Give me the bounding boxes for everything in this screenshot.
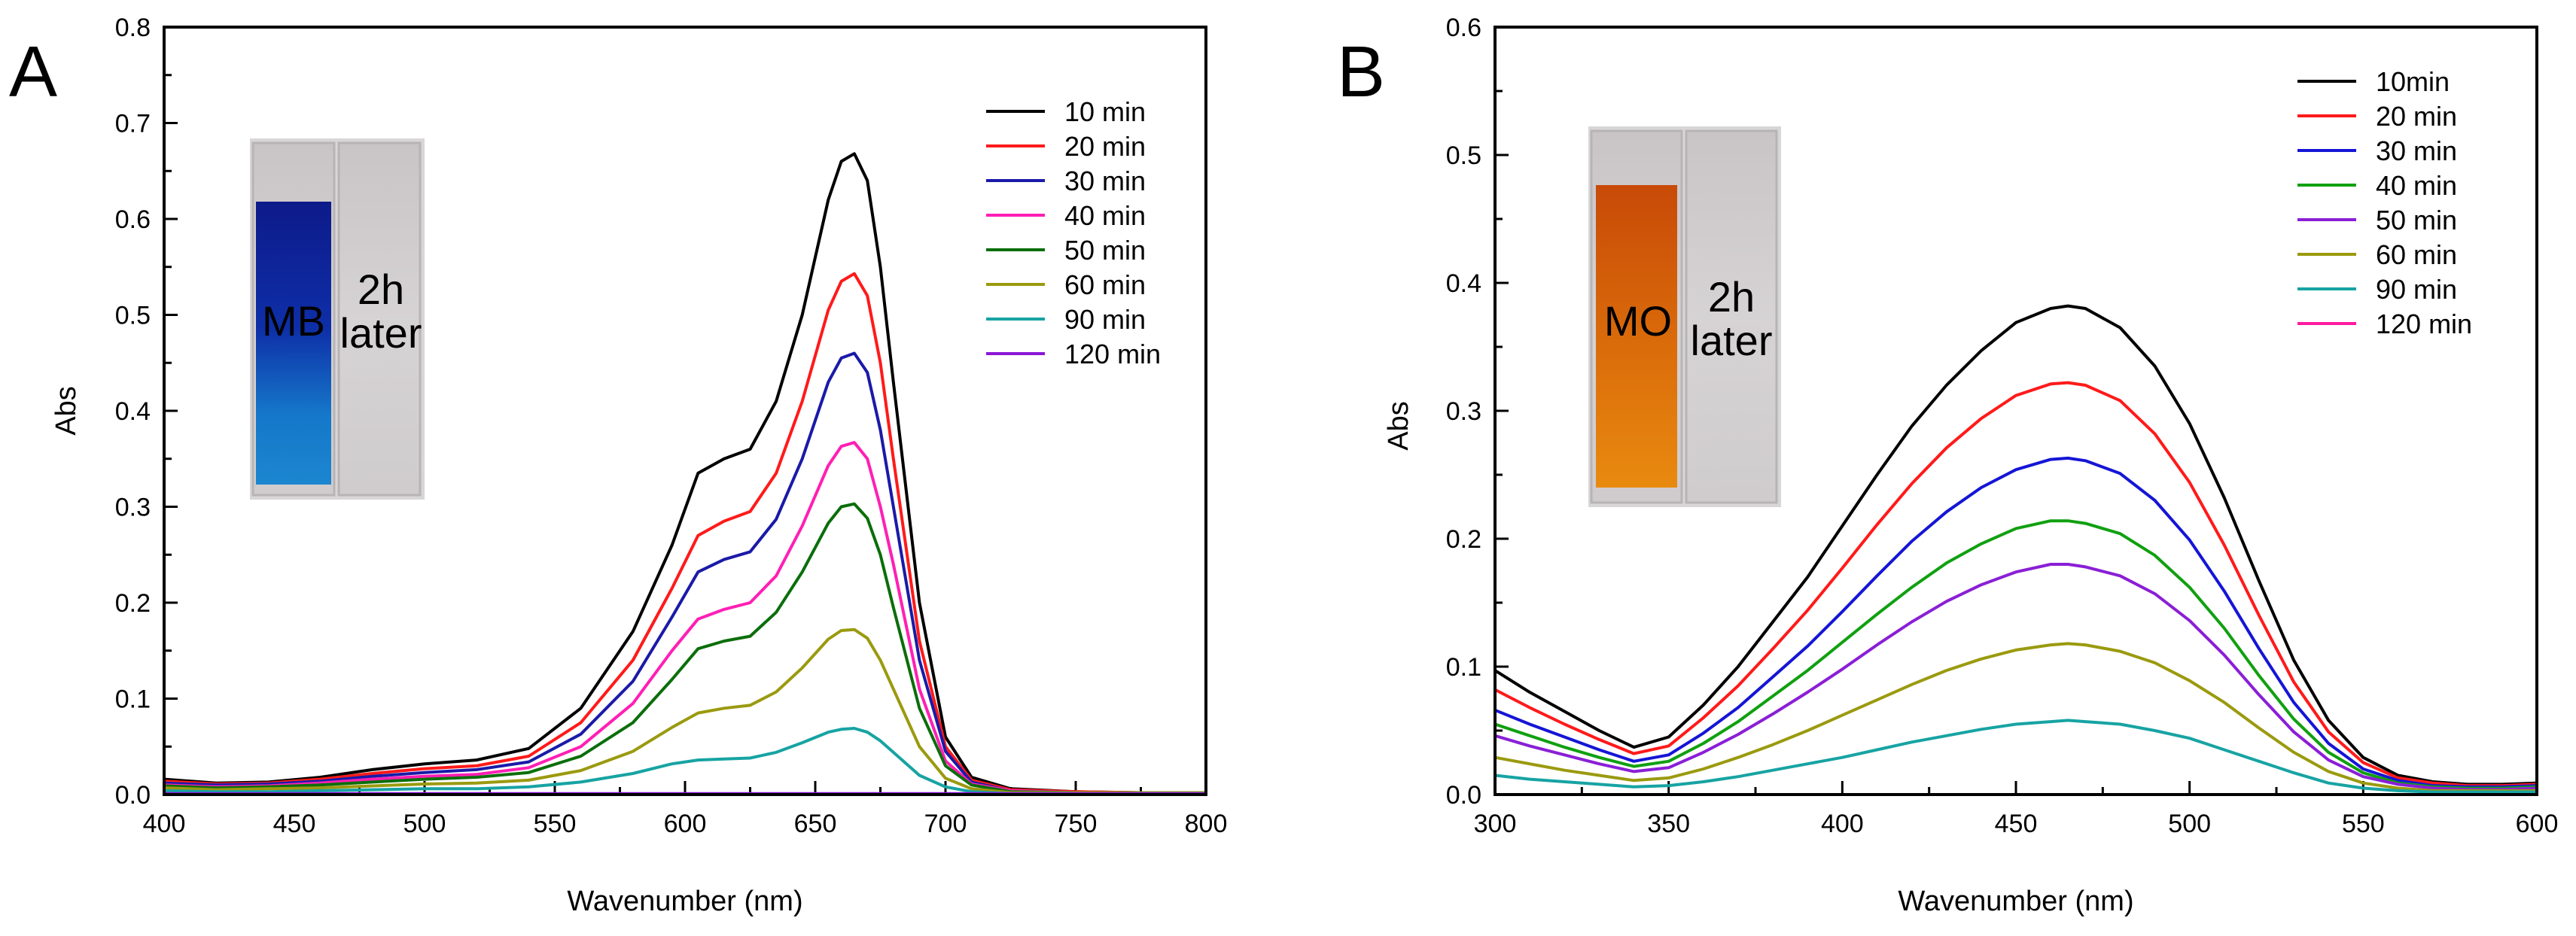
inset-b-left-label: MO [1604, 297, 1672, 345]
chart-a-series-line-10-min [163, 152, 1207, 795]
chart-b-ytick-label: 0.1 [1446, 653, 1481, 682]
panel-a: A 400 450 500 550 600 650 700 750 800 0.0 0.1 0.2 0.… [9, 14, 1227, 917]
inset-a-right-cuvette [337, 141, 422, 497]
chart-a-series-line-60-min [163, 628, 1207, 795]
inset-b-mo-liquid [1596, 185, 1677, 488]
chart-b-legend-label: 40 min [2376, 170, 2457, 201]
chart-a-xtick-label: 750 [1055, 810, 1098, 838]
chart-a-xtick-label: 700 [924, 810, 967, 838]
chart-b-ytick-label: 0.6 [1446, 14, 1481, 42]
chart-b-xtick-label: 300 [1474, 810, 1517, 838]
chart-a-ytick-label: 0.8 [115, 14, 151, 42]
chart-a-legend-label: 30 min [1064, 166, 1146, 196]
chart-a-series-line-90-min [163, 727, 1207, 795]
chart-b-xtick-label: 500 [2168, 810, 2211, 838]
chart-b-xlabel: Wavenumber (nm) [1898, 886, 2133, 917]
chart-b-series-line-60-min [1494, 642, 2538, 792]
chart-b-legend-label: 50 min [2376, 205, 2457, 236]
chart-b-ytick-label: 0.0 [1446, 781, 1481, 810]
chart-b-legend-label: 60 min [2376, 239, 2457, 270]
chart-b-xtick-label: 550 [2342, 810, 2385, 838]
chart-b-xtick-label: 400 [1821, 810, 1864, 838]
chart-a-ytick-label: 0.2 [115, 589, 151, 618]
panel-b: B 300 350 400 450 500 550 600 0.0 0.1 0.2 0.3 0.4 0.… [1337, 14, 2558, 917]
chart-a-xtick-label: 400 [143, 810, 186, 838]
chart-a-xtick-label: 550 [534, 810, 577, 838]
chart-b-ytick-label: 0.3 [1446, 397, 1481, 426]
chart-b-grid-ticks: 300 350 400 450 500 550 600 0.0 0.1 0.2 0.3 0.4 0.5 0… [1446, 14, 2559, 838]
chart-a-ytick-label: 0.1 [115, 685, 151, 714]
chart-b-legend-label: 20 min [2376, 101, 2457, 132]
chart-a-inset-photo: MB 2h later [250, 138, 425, 500]
chart-b-legend-label: 10min [2376, 66, 2450, 97]
inset-a-mb-liquid [256, 202, 331, 485]
inset-a-right-label-line2: later [340, 309, 422, 357]
chart-a-xtick-label: 800 [1185, 810, 1228, 838]
chart-a-plot-frame [163, 26, 1207, 796]
chart-b-legend-label: 90 min [2376, 274, 2457, 305]
panel-label-a: A [9, 32, 57, 112]
chart-a-xlabel: Wavenumber (nm) [567, 886, 802, 917]
chart-b-series-line-40-min [1494, 519, 2538, 790]
chart-b-ytick-label: 0.2 [1446, 525, 1481, 554]
chart-a-legend-label: 10 min [1064, 96, 1146, 127]
chart-a-legend-label: 50 min [1064, 235, 1146, 266]
chart-a-legend-label: 20 min [1064, 131, 1146, 162]
chart-a-ytick-label: 0.3 [115, 494, 151, 522]
inset-b-right-cuvette [1685, 129, 1778, 504]
inset-b-right-label-line1: 2h [1708, 273, 1755, 321]
chart-a-series-line-40-min [163, 441, 1207, 795]
chart-b-ylabel: Abs [1383, 401, 1414, 450]
chart-a-ytick-label: 0.6 [115, 205, 151, 234]
chart-a-xtick-label: 650 [794, 810, 837, 838]
chart-b-legend-label: 120 min [2376, 308, 2472, 339]
chart-b-series-line-10min [1494, 304, 2538, 786]
chart-a-series-line-30-min [163, 351, 1207, 795]
chart-a-ylabel: Abs [50, 386, 82, 435]
chart-a-xtick-label: 450 [273, 810, 316, 838]
chart-b-series-line-90-min [1494, 719, 2538, 794]
chart-a-legend-label: 120 min [1064, 339, 1161, 369]
chart-a-xtick-label: 500 [403, 810, 446, 838]
inset-a-right-label-line1: 2h [358, 266, 404, 313]
panel-label-b: B [1337, 32, 1385, 112]
chart-b-xtick-label: 350 [1647, 810, 1690, 838]
chart-a-ytick-label: 0.5 [115, 302, 151, 330]
chart-b-ytick-label: 0.5 [1446, 141, 1481, 170]
chart-a-legend-label: 90 min [1064, 304, 1146, 335]
chart-b-xtick-label: 600 [2516, 810, 2559, 838]
chart-a-ytick-label: 0.0 [115, 781, 151, 810]
chart-a-series-line-50-min [163, 502, 1207, 795]
chart-b-plot-frame [1494, 26, 2538, 796]
chart-a-ytick-label: 0.7 [115, 110, 151, 138]
chart-b-legend-label: 30 min [2376, 135, 2457, 166]
chart-a-xtick-label: 600 [664, 810, 707, 838]
chart-a-series-line-20-min [163, 272, 1207, 795]
chart-b-series-line-20-min [1494, 381, 2538, 788]
chart-a-ytick-label: 0.4 [115, 397, 151, 426]
chart-a-grid-ticks: 400 450 500 550 600 650 700 750 800 0.0 0.1 0.2 0.3 0… [115, 14, 1228, 838]
chart-b-xtick-label: 450 [1995, 810, 2038, 838]
chart-b-inset-photo: MO 2h later [1588, 126, 1781, 507]
inset-a-left-label: MB [262, 297, 325, 345]
chart-a-legend-label: 40 min [1064, 200, 1146, 231]
chart-a-legend-label: 60 min [1064, 269, 1146, 300]
chart-b-series-line-30-min [1494, 456, 2538, 789]
chart-b-ytick-label: 0.4 [1446, 269, 1481, 298]
inset-b-right-label-line2: later [1691, 317, 1773, 364]
chart-b-series-line-50-min [1494, 563, 2538, 792]
